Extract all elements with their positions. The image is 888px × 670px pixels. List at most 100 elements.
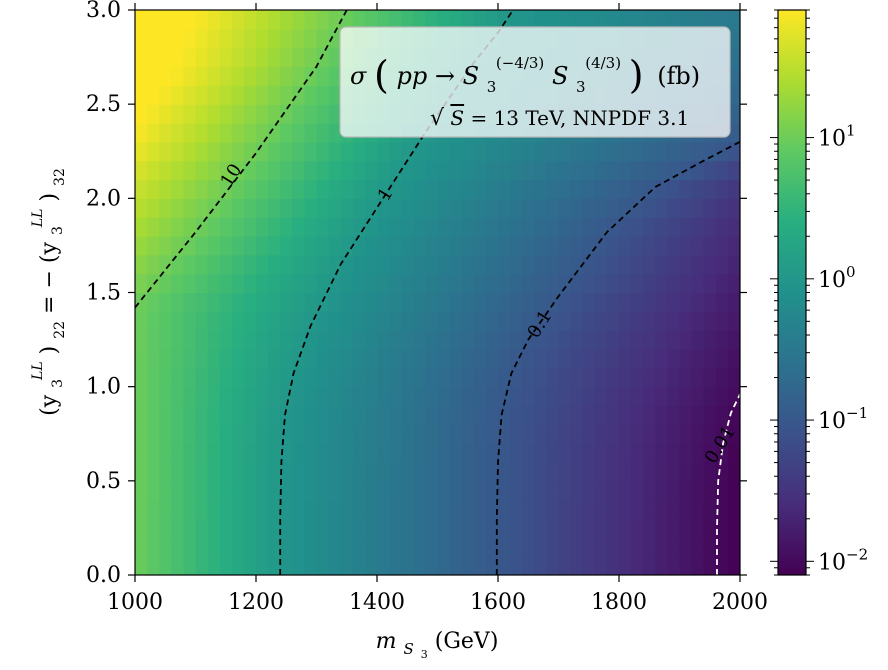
heatmap-cell [691, 179, 705, 199]
heatmap-cell [280, 47, 293, 68]
heatmap-cell [256, 480, 269, 501]
heatmap-cell [449, 273, 463, 294]
heatmap-cell [231, 198, 245, 218]
heatmap-cell [316, 10, 330, 30]
heatmap-cell [498, 273, 511, 294]
legend-title: σ ( pp → S 3 (−4/3) S 3 (4/3) ) (fb) [350, 46, 700, 98]
heatmap-cell [147, 424, 160, 444]
heatmap-cell [243, 236, 257, 256]
heatmap-cell [727, 160, 740, 181]
heatmap-cell [364, 499, 378, 520]
heatmap-cell [135, 236, 148, 256]
heatmap-cell [292, 556, 305, 575]
heatmap-cell [280, 462, 293, 482]
heatmap-cell [316, 198, 330, 218]
heatmap-cell [582, 236, 596, 256]
heatmap-cell [316, 160, 330, 181]
heatmap-cell [643, 198, 656, 218]
colorbar-gradient [777, 9, 807, 576]
heatmap-cell [546, 236, 560, 256]
heatmap-cell [558, 462, 572, 482]
heatmap-cell [280, 160, 293, 181]
heatmap-cell [703, 443, 717, 463]
heatmap-cell [159, 104, 172, 124]
heatmap-cell [389, 273, 402, 294]
heatmap-cell [558, 330, 572, 350]
heatmap-cell [256, 292, 269, 312]
heatmap-cell [159, 66, 172, 86]
heatmap-cell [437, 405, 451, 425]
heatmap-cell [546, 405, 560, 425]
heatmap-cell [413, 273, 426, 294]
heatmap-cell [461, 330, 475, 350]
heatmap-cell [643, 499, 656, 520]
legend-subtitle: √ S = 13 TeV, NNPDF 3.1 [430, 106, 689, 131]
heatmap-cell [715, 462, 729, 482]
heatmap-cell [546, 556, 560, 575]
heatmap-cell [135, 47, 148, 68]
heatmap-cell [292, 10, 305, 30]
heatmap-cell [352, 367, 366, 388]
heatmap-cell [437, 518, 451, 538]
heatmap-cell [231, 10, 245, 30]
heatmap-cell [268, 160, 281, 181]
heatmap-cell [159, 236, 172, 256]
heatmap-cell [546, 330, 560, 350]
heatmap-cell [643, 10, 656, 30]
heatmap-cell [159, 499, 172, 520]
heatmap-cell [389, 480, 402, 501]
heatmap-cell [449, 367, 463, 388]
heatmap-cell [437, 198, 451, 218]
heatmap-cell [558, 349, 572, 369]
heatmap-cell [268, 292, 281, 312]
heatmap-cell [631, 160, 644, 181]
heatmap-cell [207, 104, 221, 124]
heatmap-cell [655, 311, 668, 331]
heatmap-cell [219, 123, 233, 143]
heatmap-cell [606, 10, 620, 30]
heatmap-cell [352, 10, 366, 30]
heatmap-cell [510, 311, 523, 331]
heatmap-cell [510, 236, 523, 256]
heatmap-cell [171, 367, 184, 388]
heatmap-cell [352, 160, 366, 181]
heatmap-cell [256, 10, 269, 30]
heatmap-cell [171, 480, 184, 501]
heatmap-cell [558, 273, 572, 294]
heatmap-cell [401, 141, 414, 162]
heatmap-cell [727, 311, 740, 331]
heatmap-cell [691, 349, 705, 369]
heatmap-cell [679, 236, 693, 256]
heatmap-cell [594, 217, 608, 237]
heatmap-cell [498, 141, 511, 162]
heatmap-cell [195, 499, 209, 520]
heatmap-cell [159, 537, 172, 557]
heatmap-cell [195, 518, 209, 538]
heatmap-cell [195, 311, 209, 331]
heatmap-cell [328, 480, 342, 501]
heatmap-cell [389, 518, 402, 538]
heatmap-cell [558, 10, 572, 30]
heatmap-cell [340, 236, 354, 256]
heatmap-cell [377, 160, 390, 181]
heatmap-cell [207, 28, 221, 49]
heatmap-cell [219, 217, 233, 237]
heatmap-cell [679, 254, 693, 275]
heatmap-cell [558, 424, 572, 444]
heatmap-cell [352, 273, 366, 294]
heatmap-cell [171, 330, 184, 350]
heatmap-cell [703, 292, 717, 312]
heatmap-cell [135, 480, 148, 501]
heatmap-cell [268, 349, 281, 369]
heatmap-cell [534, 141, 547, 162]
heatmap-cell [135, 499, 148, 520]
heatmap-cell [485, 349, 499, 369]
heatmap-cell [522, 349, 535, 369]
heatmap-cell [425, 386, 439, 407]
heatmap-cell [498, 480, 511, 501]
heatmap-cell [510, 537, 523, 557]
heatmap-cell [304, 480, 318, 501]
heatmap-cell [667, 179, 681, 199]
heatmap-cell [534, 556, 547, 575]
heatmap-cell [280, 85, 293, 105]
